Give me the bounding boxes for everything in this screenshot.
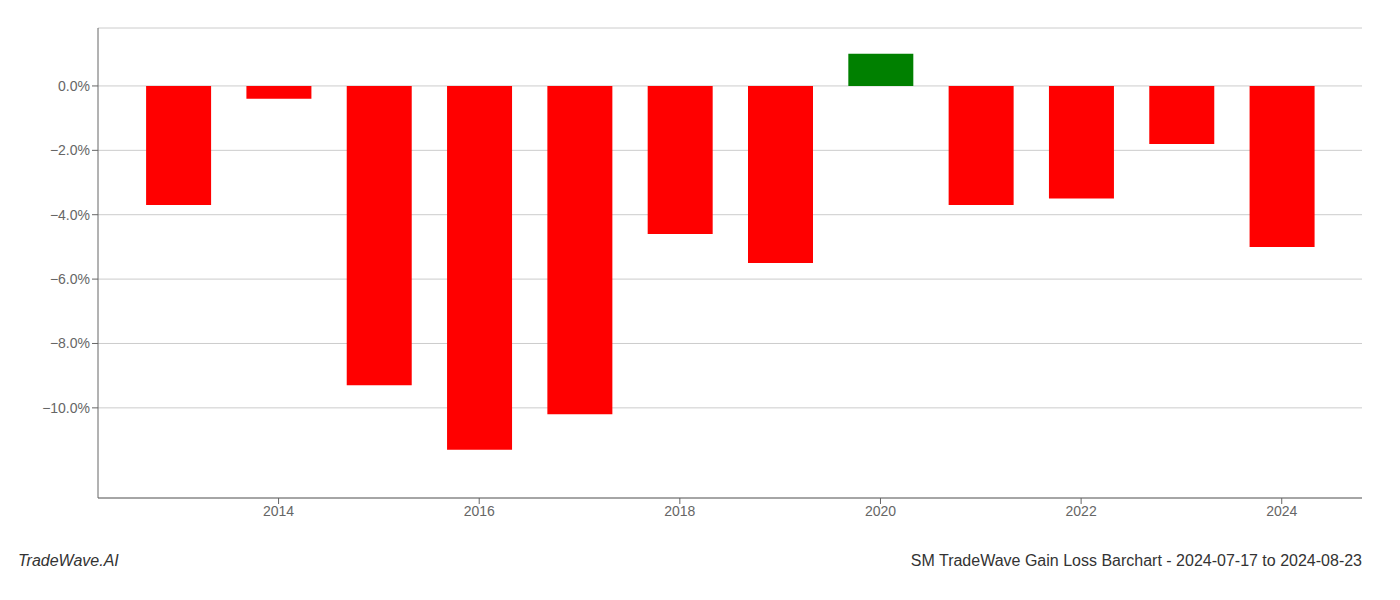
svg-text:−10.0%: −10.0%	[42, 400, 90, 416]
svg-text:2018: 2018	[664, 503, 695, 519]
svg-text:2016: 2016	[464, 503, 495, 519]
svg-text:−8.0%: −8.0%	[50, 335, 90, 351]
svg-text:2020: 2020	[865, 503, 896, 519]
svg-text:2022: 2022	[1066, 503, 1097, 519]
svg-text:2014: 2014	[263, 503, 294, 519]
svg-text:−4.0%: −4.0%	[50, 207, 90, 223]
svg-text:−2.0%: −2.0%	[50, 142, 90, 158]
svg-text:−6.0%: −6.0%	[50, 271, 90, 287]
html-text:TradeWave.AI: TradeWave.AI	[18, 552, 119, 569]
svg-text:0.0%: 0.0%	[58, 78, 90, 94]
svg-text:2024: 2024	[1266, 503, 1297, 519]
html-text:SM TradeWave Gain Loss Barchar: SM TradeWave Gain Loss Barchart - 2024-0…	[910, 552, 1362, 569]
